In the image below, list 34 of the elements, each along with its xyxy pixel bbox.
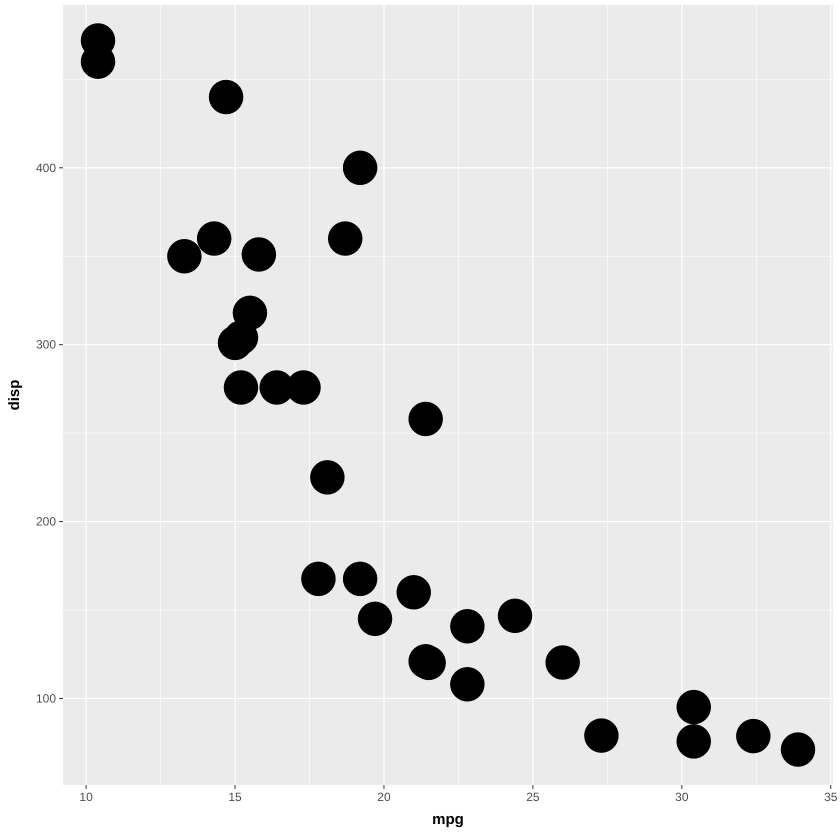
x-axis-title: mpg: [432, 811, 464, 828]
x-tick-label: 10: [79, 790, 94, 804]
point: [545, 645, 580, 680]
point: [736, 718, 771, 754]
point: [408, 402, 443, 436]
x-tick-label: 25: [526, 790, 540, 804]
point: [196, 221, 232, 256]
x-tick-label: 20: [377, 790, 391, 804]
y-tick-label: 200: [36, 514, 56, 529]
point: [328, 221, 362, 256]
point: [450, 667, 485, 702]
point: [396, 575, 431, 610]
point: [224, 370, 258, 405]
point: [301, 562, 336, 596]
point: [584, 718, 619, 753]
point: [208, 80, 244, 114]
x-tick-label: 15: [228, 790, 242, 804]
point: [676, 724, 711, 759]
point: [498, 598, 532, 634]
y-axis-title: disp: [6, 380, 23, 410]
y-tick-label: 400: [36, 160, 56, 175]
y-tick-label: 300: [36, 338, 56, 352]
y-tick-label: 100: [36, 691, 56, 706]
x-tick-label: 35: [824, 790, 838, 804]
point: [242, 237, 276, 272]
point: [450, 609, 485, 644]
point: [310, 460, 345, 495]
point: [167, 239, 202, 274]
point: [676, 690, 711, 724]
point: [780, 732, 816, 767]
x-tick-label: 30: [675, 790, 689, 804]
point: [358, 602, 392, 636]
point: [342, 150, 378, 186]
point: [342, 562, 378, 596]
